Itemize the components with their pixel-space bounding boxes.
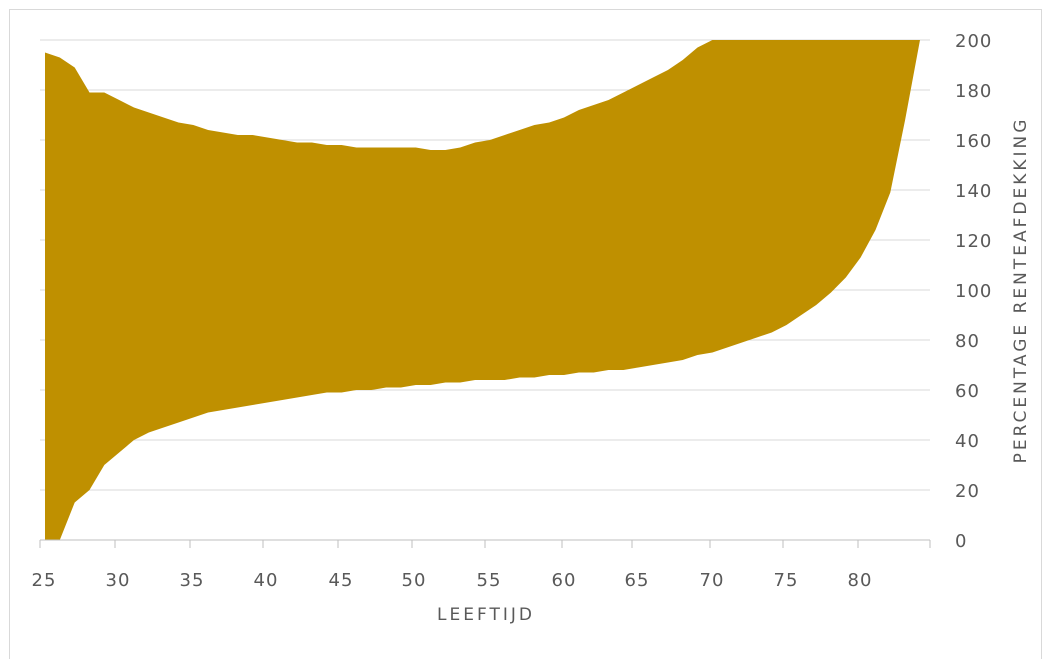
y-tick-label: 80 [955,331,980,352]
x-tick-label: 80 [848,570,873,591]
x-tick-label: 65 [625,570,650,591]
x-tick-label: 75 [774,570,799,591]
y-tick-label: 40 [955,431,980,452]
y-tick-label: 0 [955,531,967,552]
y-tick-label: 120 [955,231,992,252]
y-tick-label: 160 [955,131,992,152]
y-tick-label: 20 [955,481,980,502]
x-tick-label: 55 [477,570,502,591]
range-band [45,40,935,540]
x-tick-label: 35 [180,570,205,591]
y-tick-label: 140 [955,181,992,202]
x-tick-label: 40 [254,570,279,591]
x-axis-ticks: 25 30 35 40 45 50 55 60 65 70 75 80 [32,540,931,591]
y-tick-label: 60 [955,381,980,402]
y-tick-label: 100 [955,281,992,302]
y-axis-ticks: 0 20 40 60 80 100 120 140 160 180 200 [955,31,992,552]
x-tick-label: 50 [402,570,427,591]
x-axis-title: LEEFTIJD [437,605,535,625]
x-tick-label: 25 [32,570,57,591]
x-tick-label: 60 [552,570,577,591]
x-tick-label: 45 [329,570,354,591]
y-tick-label: 180 [955,81,992,102]
y-tick-label: 200 [955,31,992,52]
x-tick-label: 70 [700,570,725,591]
y-axis-title: PERCENTAGE RENTEAFDEKKING [1011,117,1031,464]
x-tick-label: 30 [106,570,131,591]
